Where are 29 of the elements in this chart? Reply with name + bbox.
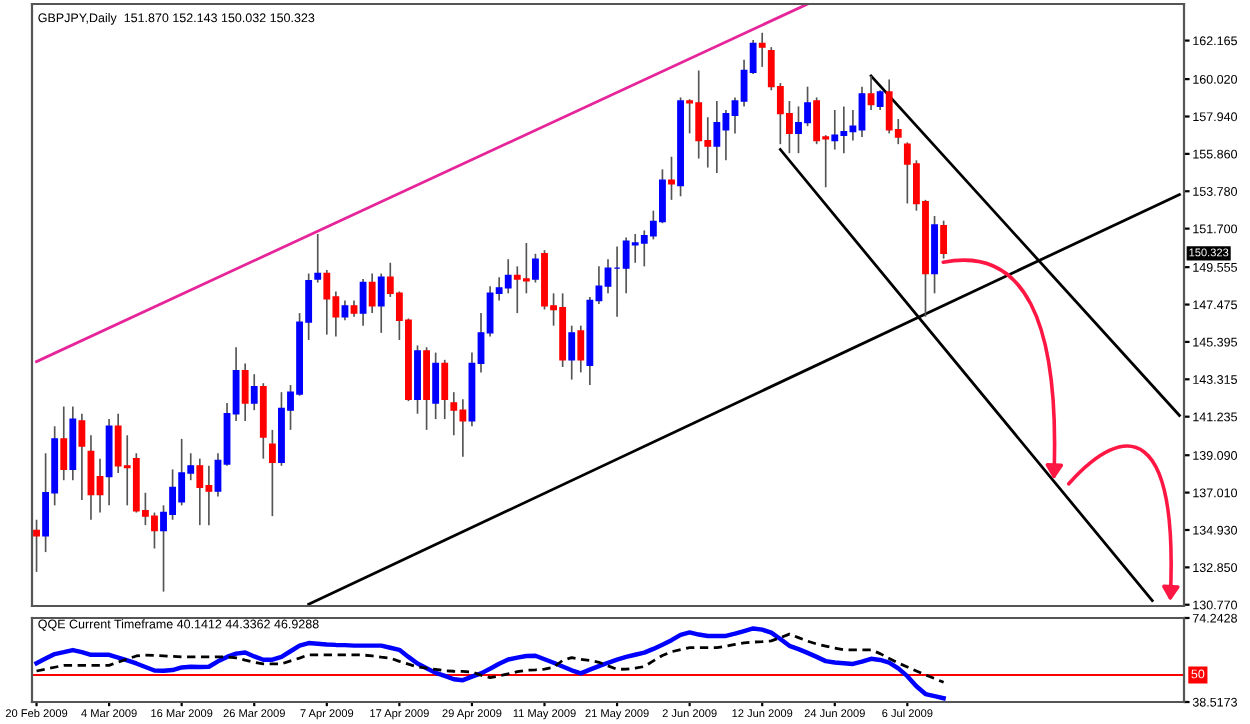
candlestick xyxy=(268,429,276,517)
candlestick xyxy=(758,31,766,68)
candlestick xyxy=(432,351,440,420)
candlestick xyxy=(78,412,86,501)
candlestick xyxy=(323,269,331,336)
candlestick xyxy=(604,258,612,295)
candlestick xyxy=(668,155,675,201)
candlestick xyxy=(450,391,458,437)
candlestick xyxy=(377,272,385,334)
candlestick xyxy=(368,272,376,314)
candlestick xyxy=(314,233,322,284)
candlestick xyxy=(532,252,539,284)
candlestick xyxy=(504,258,512,295)
line-series xyxy=(35,632,946,684)
candlestick xyxy=(241,362,249,422)
candlestick xyxy=(359,278,367,327)
candlestick xyxy=(196,457,204,526)
candlestick xyxy=(577,324,585,374)
candlestick xyxy=(713,100,721,174)
candlestick xyxy=(250,373,258,411)
candlestick xyxy=(876,89,884,111)
candlestick xyxy=(686,98,694,135)
candlestick xyxy=(441,358,449,420)
candlestick xyxy=(60,405,68,482)
candlestick xyxy=(522,242,530,295)
candlestick xyxy=(568,324,576,381)
candlestick xyxy=(813,96,821,146)
candlestick xyxy=(831,109,839,151)
candlestick xyxy=(940,219,948,260)
